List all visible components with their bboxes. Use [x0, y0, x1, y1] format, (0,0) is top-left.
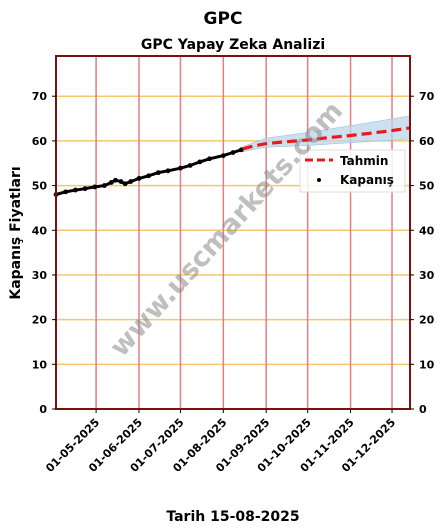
kapanis-point	[178, 165, 183, 171]
kapanis-point	[101, 183, 107, 188]
kapanis-point	[207, 156, 212, 162]
series-group	[53, 126, 411, 197]
kapanis-point	[113, 177, 118, 183]
y-tick-label-left: 40	[32, 224, 48, 237]
y-tick-label-left: 60	[32, 135, 48, 148]
y-tick-label-left: 0	[39, 403, 47, 416]
y-tick-label-right: 70	[419, 90, 435, 103]
y-tick-label-right: 0	[419, 403, 427, 416]
kapanis-point	[118, 179, 124, 184]
legend: Tahmin Kapanış	[299, 149, 406, 193]
legend-kapanis-label: Kapanış	[340, 173, 394, 187]
y-tick-label-left: 20	[32, 314, 48, 327]
y-axis-label: Kapanış Fiyatları	[8, 166, 24, 299]
legend-kapanis-swatch	[317, 178, 321, 182]
kapanis-point	[165, 168, 171, 174]
x-axis-label: Tarih 15-08-2025	[166, 509, 299, 525]
kapanis-point	[108, 180, 114, 185]
legend-box	[299, 149, 406, 193]
y-tick-label-left: 10	[32, 358, 48, 371]
y-tick-label-left: 30	[32, 269, 48, 282]
y-tick-label-right: 10	[419, 358, 435, 371]
y-tick-label-right: 20	[419, 314, 435, 327]
kapanis-point	[238, 147, 244, 153]
kapanis-point	[128, 179, 134, 184]
y-tick-label-left: 70	[32, 90, 48, 103]
y-tick-label-left: 50	[32, 180, 48, 193]
tahmin-line	[242, 126, 411, 151]
page-title: GPC	[204, 9, 243, 29]
kapanis-point	[63, 189, 69, 195]
kapanis-point	[220, 153, 226, 159]
kapanis-line	[55, 148, 242, 196]
grid	[56, 56, 410, 410]
y-tick-label-right: 40	[419, 224, 435, 237]
kapanis-point	[155, 170, 161, 176]
plot-frame	[55, 55, 411, 410]
y-tick-label-right: 30	[419, 269, 435, 282]
kapanis-point	[136, 176, 142, 181]
kapanis-point	[122, 181, 128, 187]
kapanis-point	[72, 187, 78, 193]
y-tick-label-right: 60	[419, 135, 435, 148]
legend-tahmin-label: Tahmin	[340, 154, 388, 168]
kapanis-point	[197, 159, 203, 165]
chart-title: GPC Yapay Zeka Analizi	[141, 37, 325, 53]
kapanis-point	[82, 186, 88, 192]
y-tick-label-right: 50	[419, 180, 435, 193]
watermark: www.uscmarkets.com	[104, 96, 349, 363]
kapanis-point	[230, 150, 236, 155]
kapanis-point	[187, 163, 193, 168]
kapanis-point	[92, 184, 98, 190]
kapanis-point	[146, 173, 152, 179]
